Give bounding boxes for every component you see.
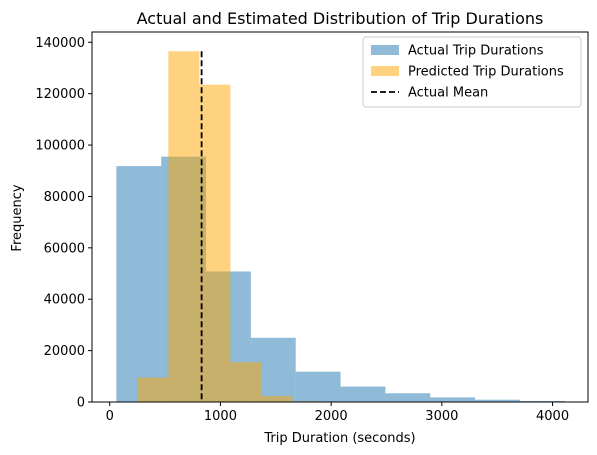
legend-swatch-0: [371, 45, 399, 55]
histogram-bar-series-0-bin-6: [385, 393, 431, 402]
histogram-bar-series-0-bin-0: [116, 166, 162, 402]
y-axis-label: Frequency: [10, 184, 25, 251]
legend: Actual Trip Durations Predicted Trip Dura…: [362, 36, 582, 108]
y-tick-label-5: 100000: [35, 139, 85, 154]
y-tick-label-4: 80000: [44, 190, 85, 205]
plot-frame: [91, 31, 589, 403]
y-tick-label-2: 40000: [44, 293, 85, 308]
legend-label-1: Predicted Trip Durations: [408, 65, 564, 80]
x-tick-label-3: 3000: [425, 409, 458, 424]
histogram-bar-series-1-bin-0: [137, 377, 169, 402]
y-tick-label-7: 140000: [35, 36, 85, 51]
axes-group: [91, 31, 589, 403]
y-tick-label-0: 0: [77, 396, 85, 411]
histogram-bar-series-0-bin-8: [475, 399, 520, 402]
x-tick-label-1: 1000: [204, 409, 237, 424]
histogram-bar-series-0-bin-4: [295, 371, 341, 402]
x-tick-label-4: 4000: [536, 409, 569, 424]
histogram-bar-series-0-bin-7: [430, 397, 476, 402]
legend-label-0: Actual Trip Durations: [408, 44, 544, 59]
bars-group: [116, 51, 565, 402]
histogram-bar-series-0-bin-9: [519, 400, 565, 402]
y-tick-label-3: 60000: [44, 241, 85, 256]
legend-label-2: Actual Mean: [408, 86, 488, 101]
histogram-bar-series-1-bin-4: [261, 396, 293, 402]
ticks-group: 0 1000 2000 3000 400002000040000600008000010…: [35, 36, 569, 424]
x-tick-label-0: 0: [106, 409, 114, 424]
legend-box: [362, 36, 582, 108]
histogram-bar-series-1-bin-1: [168, 51, 200, 402]
histogram-bar-series-1-bin-3: [230, 362, 262, 402]
x-axis-label: Trip Duration (seconds): [263, 431, 415, 446]
legend-swatch-1: [371, 66, 399, 76]
histogram-bar-series-1-bin-2: [199, 84, 231, 402]
y-tick-label-1: 20000: [44, 344, 85, 359]
y-tick-label-6: 120000: [35, 87, 85, 102]
histogram-bar-series-0-bin-5: [340, 386, 386, 402]
x-tick-label-2: 2000: [315, 409, 348, 424]
chart-title: Actual and Estimated Distribution of Tri…: [137, 9, 544, 28]
